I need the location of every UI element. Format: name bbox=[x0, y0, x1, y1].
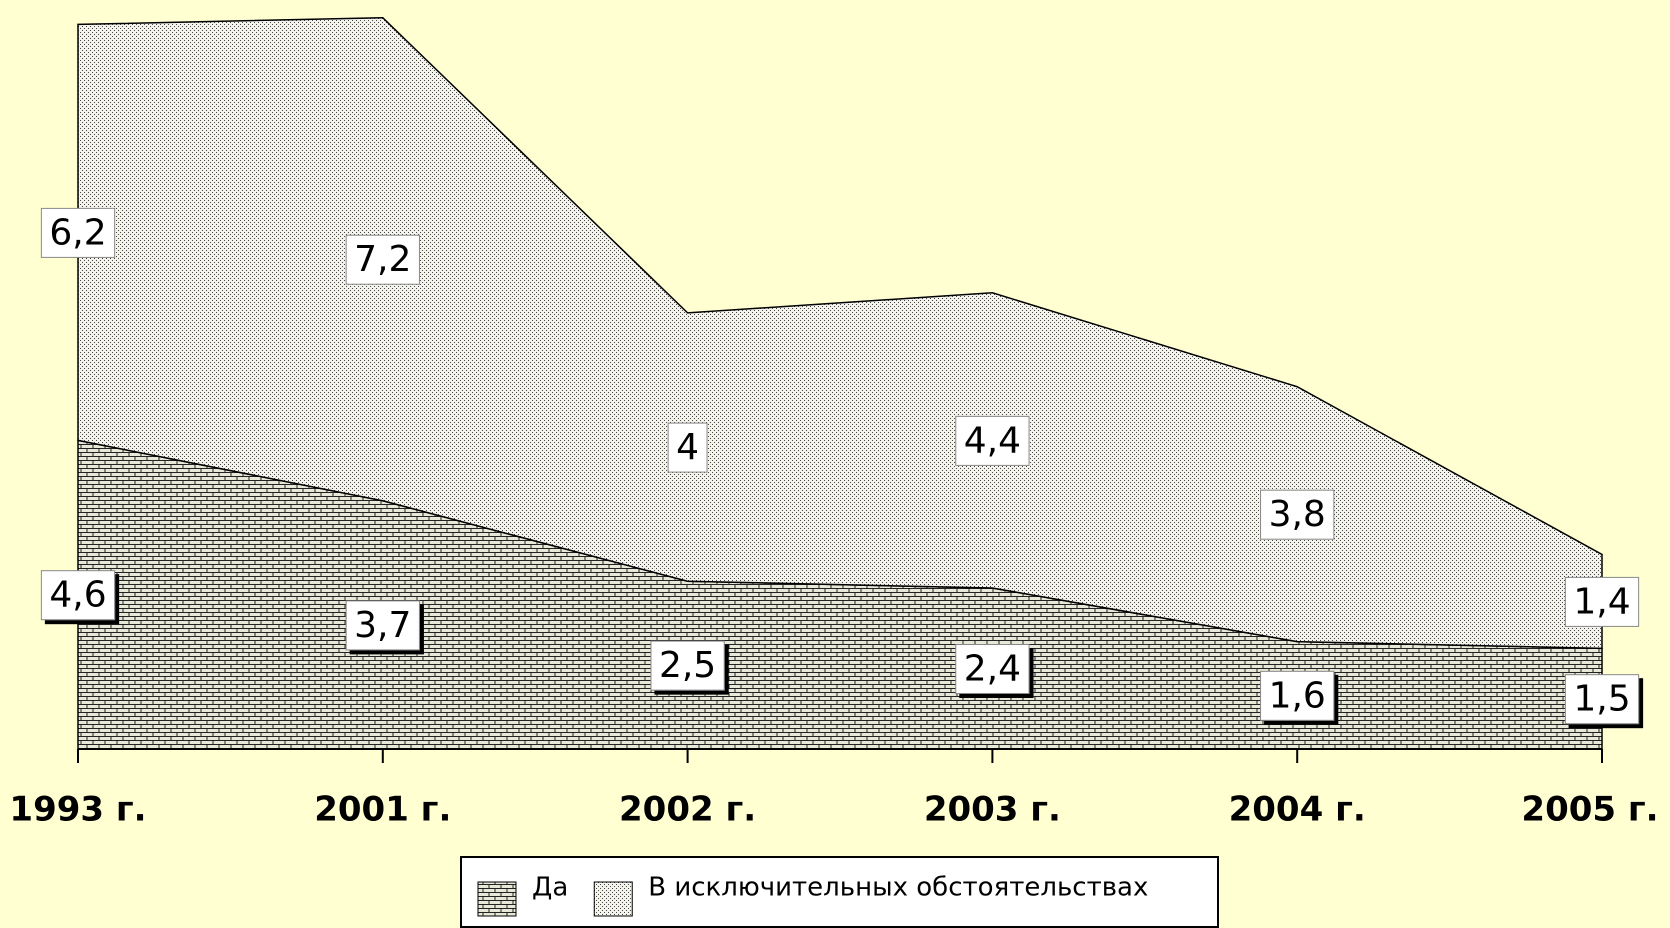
value-label: 6,2 bbox=[40, 207, 116, 258]
legend-swatch bbox=[593, 881, 633, 917]
x-tick-label: 2004 г. bbox=[1229, 790, 1366, 830]
value-label-text: 1,4 bbox=[1573, 581, 1630, 622]
value-label-text: 3,7 bbox=[354, 605, 411, 646]
value-label: 3,7 bbox=[345, 600, 420, 651]
value-label: 3,8 bbox=[1260, 489, 1335, 540]
value-label-text: 4 bbox=[676, 427, 699, 468]
value-label-text: 2,5 bbox=[659, 645, 716, 686]
value-label: 2,5 bbox=[650, 640, 725, 691]
value-label: 2,4 bbox=[955, 643, 1030, 694]
x-tick-label: 2003 г. bbox=[924, 790, 1061, 830]
value-label-text: 4,6 bbox=[49, 575, 106, 616]
value-label: 4,4 bbox=[955, 415, 1030, 466]
value-label-box bbox=[1564, 576, 1640, 627]
x-tick-label: 2001 г. bbox=[314, 790, 451, 830]
value-label-box bbox=[955, 415, 1030, 466]
value-label: 4 bbox=[667, 422, 708, 473]
value-label-text: 7,2 bbox=[354, 239, 411, 280]
value-label-box bbox=[40, 207, 116, 258]
value-label: 7,2 bbox=[345, 234, 420, 285]
value-label-text: 1,6 bbox=[1269, 675, 1326, 716]
value-label-box bbox=[40, 570, 116, 621]
value-label-text: 2,4 bbox=[964, 648, 1021, 689]
value-label-box bbox=[1564, 674, 1640, 725]
value-label: 1,6 bbox=[1260, 670, 1335, 721]
legend: Да В исключительных обстоятельствах bbox=[460, 856, 1219, 928]
value-label: 4,6 bbox=[40, 570, 116, 621]
x-tick-label: 2002 г. bbox=[619, 790, 756, 830]
value-label-text: 4,4 bbox=[964, 420, 1021, 461]
value-label-text: 1,5 bbox=[1573, 679, 1630, 720]
value-label-box bbox=[1260, 670, 1335, 721]
x-tick-label: 2005 г. bbox=[1521, 790, 1658, 830]
value-label-box bbox=[345, 600, 420, 651]
legend-box bbox=[460, 856, 1219, 928]
legend-label: В исключительных обстоятельствах bbox=[648, 873, 1148, 903]
legend-swatch bbox=[477, 881, 517, 917]
legend-label: Да bbox=[532, 873, 568, 903]
value-label-box bbox=[955, 643, 1030, 694]
value-label-text: 6,2 bbox=[49, 212, 106, 253]
value-label-box bbox=[667, 422, 708, 473]
value-label: 1,4 bbox=[1564, 576, 1640, 627]
area bbox=[77, 16, 1603, 650]
x-tick-label: 1993 г. bbox=[9, 790, 146, 830]
value-label-box bbox=[345, 234, 420, 285]
value-label-box bbox=[1260, 489, 1335, 540]
value-label-text: 3,8 bbox=[1269, 494, 1326, 535]
value-label-box bbox=[650, 640, 725, 691]
value-label: 1,5 bbox=[1564, 674, 1640, 725]
